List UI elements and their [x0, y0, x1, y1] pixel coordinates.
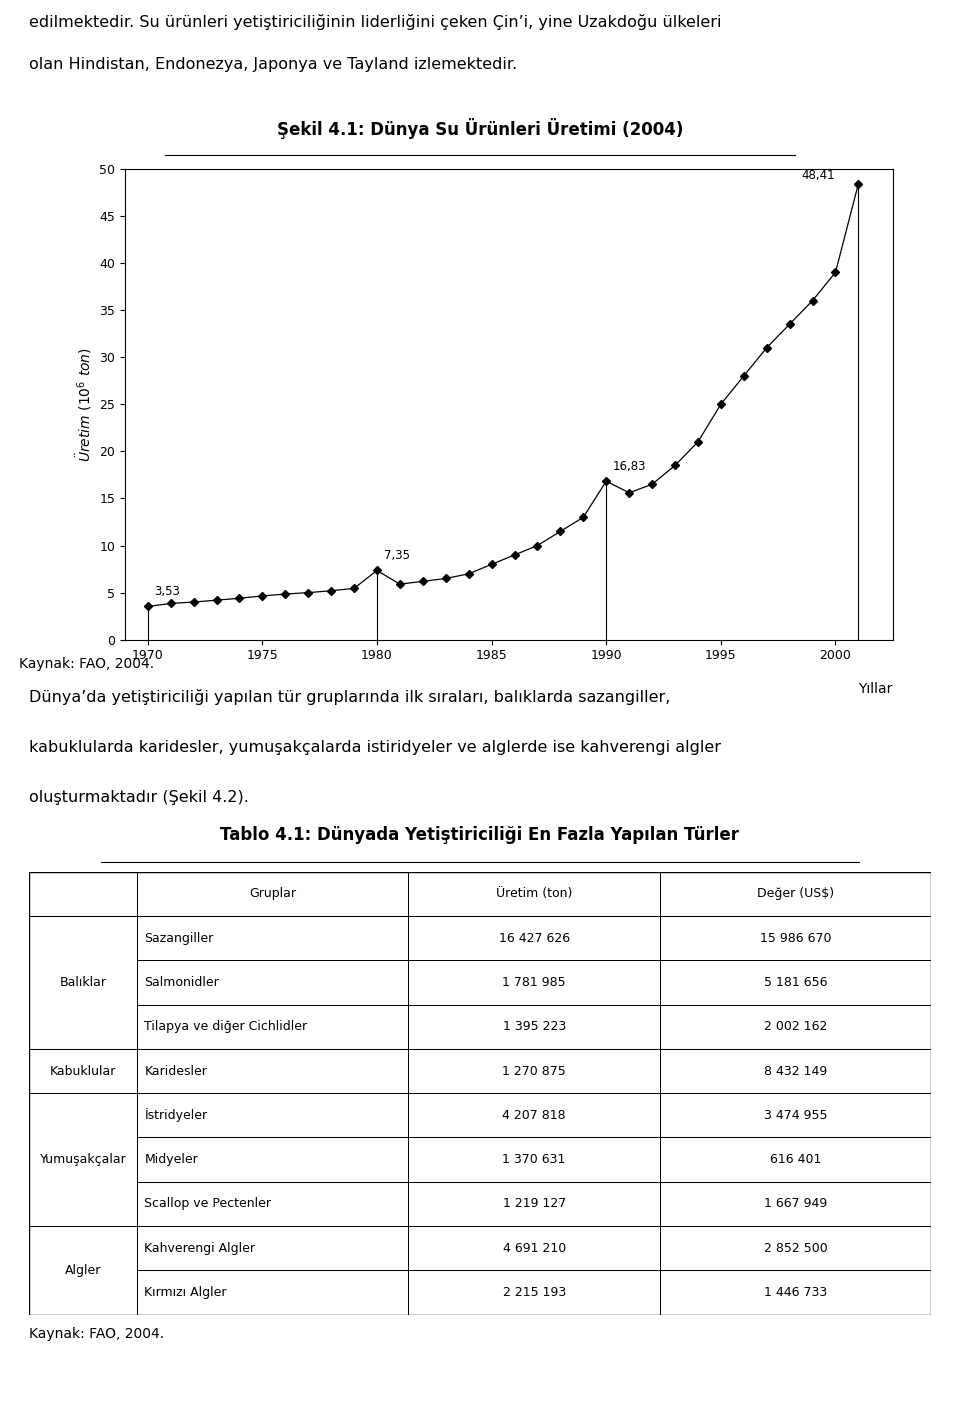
Y-axis label: $\ddot{U}retim\ (10^6\ ton)$: $\ddot{U}retim\ (10^6\ ton)$: [74, 347, 93, 461]
Text: Kırmızı Algler: Kırmızı Algler: [144, 1286, 227, 1299]
Text: olan Hindistan, Endonezya, Japonya ve Tayland izlemektedir.: olan Hindistan, Endonezya, Japonya ve Ta…: [29, 56, 517, 72]
Text: Karidesler: Karidesler: [144, 1064, 207, 1077]
Text: 3 474 955: 3 474 955: [764, 1109, 828, 1122]
Text: Balıklar: Balıklar: [60, 976, 107, 988]
Text: 8 432 149: 8 432 149: [764, 1064, 828, 1077]
Text: Yıllar: Yıllar: [858, 682, 893, 696]
Text: Sazangiller: Sazangiller: [144, 932, 213, 945]
Text: Kabuklular: Kabuklular: [50, 1064, 116, 1077]
Text: Midyeler: Midyeler: [144, 1153, 198, 1166]
Text: 15 986 670: 15 986 670: [760, 932, 831, 945]
Text: 2 002 162: 2 002 162: [764, 1021, 828, 1033]
Text: oluşturmaktadır (Şekil 4.2).: oluşturmaktadır (Şekil 4.2).: [29, 790, 249, 806]
Text: Dünya’da yetiştiriciliği yapılan tür gruplarında ilk sıraları, balıklarda sazang: Dünya’da yetiştiriciliği yapılan tür gru…: [29, 689, 670, 704]
Text: Scallop ve Pectenler: Scallop ve Pectenler: [144, 1198, 272, 1211]
Text: 1 370 631: 1 370 631: [502, 1153, 565, 1166]
Text: Salmonidler: Salmonidler: [144, 976, 219, 988]
Text: 1 781 985: 1 781 985: [502, 976, 566, 988]
Text: Değer (US$): Değer (US$): [757, 887, 834, 900]
Text: 616 401: 616 401: [770, 1153, 822, 1166]
Text: Gruplar: Gruplar: [249, 887, 296, 900]
Text: 16 427 626: 16 427 626: [498, 932, 569, 945]
Text: 1 270 875: 1 270 875: [502, 1064, 566, 1077]
Text: 4 207 818: 4 207 818: [502, 1109, 566, 1122]
Text: 48,41: 48,41: [801, 169, 835, 181]
Text: İstridyeler: İstridyeler: [144, 1108, 207, 1122]
Text: 7,35: 7,35: [384, 550, 410, 562]
Text: 2 852 500: 2 852 500: [764, 1241, 828, 1254]
Text: Kahverengi Algler: Kahverengi Algler: [144, 1241, 255, 1254]
Text: Tablo 4.1: Dünyada Yetiştiriciliği En Fazla Yapılan Türler: Tablo 4.1: Dünyada Yetiştiriciliği En Fa…: [221, 827, 739, 845]
Text: 1 219 127: 1 219 127: [502, 1198, 565, 1211]
Text: 1 446 733: 1 446 733: [764, 1286, 828, 1299]
Text: Kaynak: FAO, 2004.: Kaynak: FAO, 2004.: [19, 658, 155, 671]
Text: 1 667 949: 1 667 949: [764, 1198, 828, 1211]
Text: Üretim (ton): Üretim (ton): [496, 887, 572, 900]
Text: Şekil 4.1: Dünya Su Ürünleri Üretimi (2004): Şekil 4.1: Dünya Su Ürünleri Üretimi (20…: [276, 118, 684, 139]
Text: 5 181 656: 5 181 656: [764, 976, 828, 988]
Text: Tilapya ve diğer Cichlidler: Tilapya ve diğer Cichlidler: [144, 1021, 307, 1033]
Text: Algler: Algler: [64, 1264, 101, 1277]
Text: 1 395 223: 1 395 223: [502, 1021, 565, 1033]
Text: 4 691 210: 4 691 210: [502, 1241, 565, 1254]
Text: kabuklularda karidesler, yumuşakçalarda istiridyeler ve alglerde ise kahverengi : kabuklularda karidesler, yumuşakçalarda …: [29, 740, 721, 755]
Text: Yumuşakçalar: Yumuşakçalar: [39, 1153, 127, 1166]
Text: 2 215 193: 2 215 193: [502, 1286, 565, 1299]
Text: 16,83: 16,83: [613, 460, 647, 472]
Text: edilmektedir. Su ürünleri yetiştiriciliğinin liderliğini çeken Çin’i, yine Uzakd: edilmektedir. Su ürünleri yetiştiriciliğ…: [29, 14, 721, 30]
Text: Kaynak: FAO, 2004.: Kaynak: FAO, 2004.: [29, 1327, 164, 1341]
Text: 3,53: 3,53: [155, 585, 180, 598]
